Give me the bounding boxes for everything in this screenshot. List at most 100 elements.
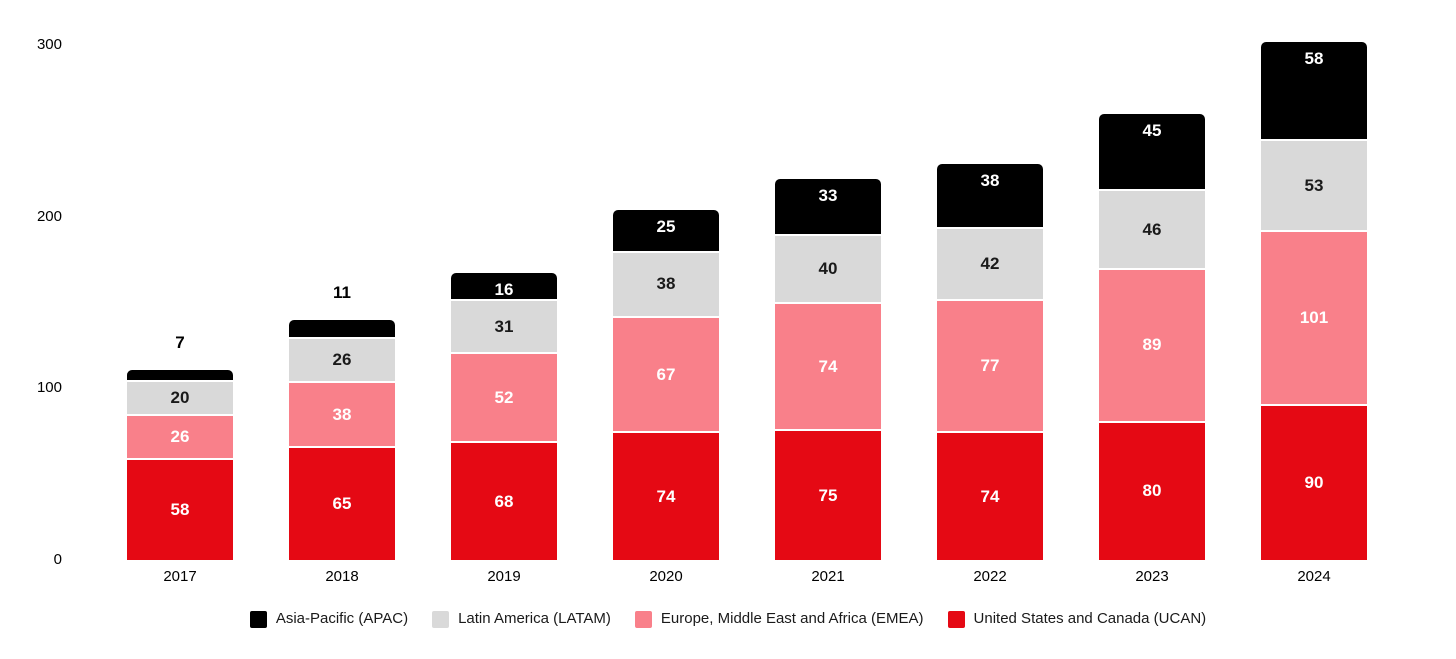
bar-segment: 67: [613, 318, 719, 434]
x-axis-label: 2022: [973, 568, 1007, 585]
bar-segment-small: [127, 369, 233, 382]
value-label: 74: [980, 486, 1000, 506]
bar-segment: 26: [127, 415, 233, 461]
value-label: 40: [818, 259, 838, 279]
stacked-bar: 90 101 53 58: [1261, 41, 1367, 560]
legend-label: Asia-Pacific (APAC): [275, 610, 409, 627]
bar-column-2018: 65 38 26 11 2018: [261, 0, 423, 585]
bar-segment: 42: [937, 228, 1043, 301]
value-label: 67: [656, 364, 676, 384]
x-axis-label: 2023: [1135, 568, 1169, 585]
plot-area: 58 26 20 7 2017 65 38 26 11 2018 68 52 31 16 2019 74 67 3…: [99, 0, 1395, 585]
bar-segment: 80: [1099, 422, 1205, 560]
x-axis-label: 2017: [163, 568, 197, 585]
value-label: 31: [494, 316, 514, 336]
x-axis-label: 2024: [1297, 568, 1331, 585]
bar-segment: 75: [775, 431, 881, 560]
value-label: 33: [818, 186, 838, 206]
value-label: 26: [332, 349, 352, 369]
y-axis: 0 100 200 300: [0, 0, 62, 568]
legend-label: United States and Canada (UCAN): [973, 610, 1207, 627]
bar-segment: 52: [451, 354, 557, 444]
bar-segment: 90: [1261, 405, 1367, 560]
y-tick-label: 300: [36, 36, 62, 54]
value-label: 80: [1142, 481, 1162, 501]
value-label: 101: [1299, 307, 1329, 327]
bar-segment: 53: [1261, 141, 1367, 233]
stacked-bar: 75 74 40 33: [775, 179, 881, 560]
y-tick-label: 100: [36, 379, 62, 397]
bar-segment: 25: [613, 209, 719, 253]
value-label: 38: [980, 170, 1000, 190]
y-tick-label: 200: [36, 207, 62, 225]
bar-segment: 58: [127, 460, 233, 560]
bar-segment: 26: [289, 338, 395, 384]
bar-segment: 46: [1099, 191, 1205, 271]
bar-segment: 40: [775, 235, 881, 305]
bar-column-2021: 75 74 40 33 2021: [747, 0, 909, 585]
y-tick-label: 0: [53, 551, 62, 568]
bar-column-2019: 68 52 31 16 2019: [423, 0, 585, 585]
bar-segment: 74: [613, 433, 719, 560]
value-label: 25: [656, 216, 676, 236]
value-label: 77: [980, 355, 1000, 375]
x-axis-label: 2020: [649, 568, 683, 585]
stacked-bar: 58 26 20: [127, 369, 233, 560]
bar-column-2017: 58 26 20 7 2017: [99, 0, 261, 585]
value-label: 45: [1142, 120, 1162, 140]
value-label: 90: [1304, 472, 1324, 492]
value-label: 58: [170, 500, 190, 520]
value-label: 74: [656, 486, 676, 506]
bar-segment: 33: [775, 179, 881, 236]
stacked-bar: 68 52 31 16: [451, 273, 557, 560]
bar-segment: 38: [289, 383, 395, 449]
legend-label: Europe, Middle East and Africa (EMEA): [660, 610, 924, 627]
legend-item: Latin America (LATAM): [432, 610, 611, 628]
value-label: 20: [170, 387, 190, 407]
bar-segment: 38: [937, 163, 1043, 229]
bar-segment: 101: [1261, 232, 1367, 406]
value-label: 16: [494, 280, 514, 300]
legend-item: Asia-Pacific (APAC): [249, 610, 409, 628]
value-label-outside: 11: [333, 282, 351, 302]
stacked-bar: 74 67 38 25: [613, 209, 719, 560]
bar-column-2020: 74 67 38 25 2020: [585, 0, 747, 585]
x-axis-label: 2018: [325, 568, 359, 585]
stacked-bar: 74 77 42 38: [937, 163, 1043, 560]
legend-item: Europe, Middle East and Africa (EMEA): [634, 610, 924, 628]
value-label: 89: [1142, 335, 1162, 355]
legend-swatch-icon: [249, 610, 267, 628]
bar-segment: 16: [451, 273, 557, 301]
stacked-bar: 65 38 26: [289, 319, 395, 560]
bar-segment: 89: [1099, 270, 1205, 423]
value-label: 58: [1304, 48, 1324, 68]
value-label: 52: [494, 387, 514, 407]
value-label: 68: [494, 491, 514, 511]
value-label: 38: [656, 274, 676, 294]
bar-segment: 68: [451, 443, 557, 560]
legend-item: United States and Canada (UCAN): [947, 610, 1207, 628]
bar-segment: 45: [1099, 113, 1205, 192]
bar-segment: 65: [289, 448, 395, 560]
bar-column-2022: 74 77 42 38 2022: [909, 0, 1071, 585]
bar-segment: 31: [451, 300, 557, 355]
legend-swatch-icon: [432, 610, 450, 628]
value-label: 38: [332, 404, 352, 424]
legend-label: Latin America (LATAM): [458, 610, 611, 627]
bar-segment: 74: [775, 304, 881, 432]
value-label-outside: 7: [175, 332, 185, 352]
bar-column-2023: 80 89 46 45 2023: [1071, 0, 1233, 585]
value-label: 46: [1142, 219, 1162, 239]
x-axis-label: 2021: [811, 568, 845, 585]
bar-segment: 58: [1261, 41, 1367, 142]
legend-swatch-icon: [634, 610, 652, 628]
stacked-bar: 80 89 46 45: [1099, 113, 1205, 560]
value-label: 26: [170, 427, 190, 447]
value-label: 42: [980, 253, 1000, 273]
bar-segment: 74: [937, 433, 1043, 560]
value-label: 74: [818, 356, 838, 376]
value-label: 53: [1304, 175, 1324, 195]
legend-swatch-icon: [947, 610, 965, 628]
x-axis-label: 2019: [487, 568, 521, 585]
